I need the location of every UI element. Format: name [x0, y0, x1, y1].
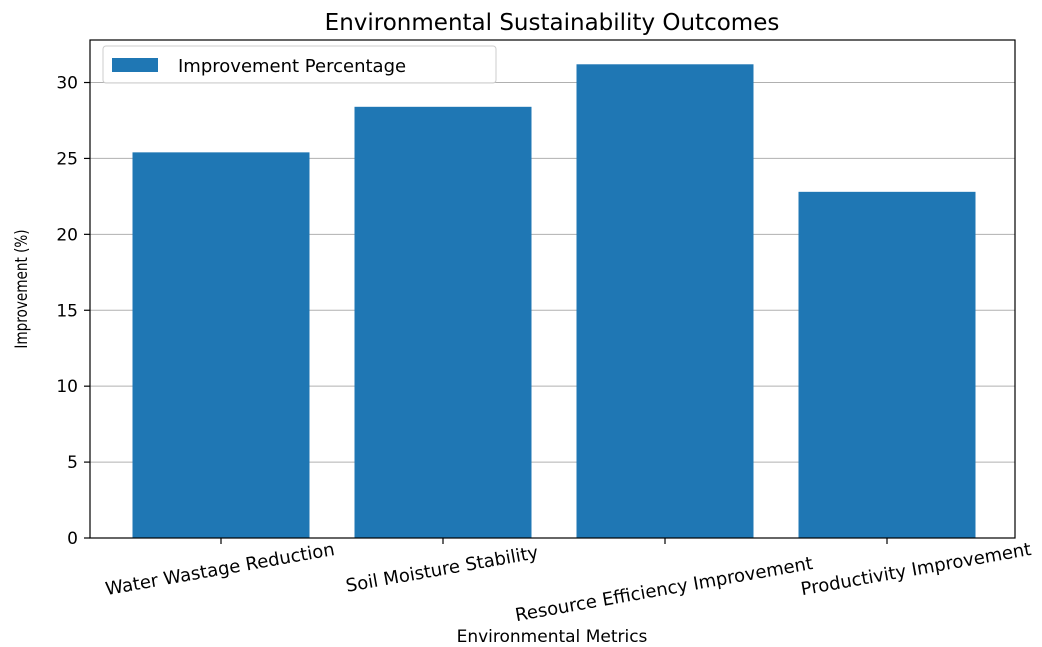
x-tick-label: Productivity Improvement [799, 539, 1033, 600]
y-tick-label: 15 [56, 301, 78, 321]
x-axis-label: Environmental Metrics [457, 627, 648, 647]
legend: Improvement Percentage [103, 46, 496, 83]
y-tick-label: 20 [56, 225, 78, 245]
bar [577, 64, 754, 538]
y-tick-label: 30 [56, 74, 78, 94]
bar [133, 152, 310, 538]
x-axis: Water Wastage Reduction Soil Moisture Sta… [104, 538, 1033, 626]
bar [355, 107, 532, 538]
x-tick-label: Soil Moisture Stability [344, 542, 540, 597]
y-tick-label: 0 [67, 529, 78, 549]
x-tick-label: Water Wastage Reduction [104, 539, 336, 600]
y-tick-label: 5 [67, 453, 78, 473]
x-tick-label: Resource Efficiency Improvement [514, 553, 815, 626]
y-axis-label: Improvement (%) [12, 229, 32, 348]
y-axis: 0 5 10 15 20 25 30 [56, 74, 90, 549]
y-tick-label: 25 [56, 149, 78, 169]
legend-swatch [112, 58, 158, 72]
y-tick-label: 10 [56, 377, 78, 397]
bars [133, 64, 976, 538]
bar [799, 192, 976, 538]
chart-title: Environmental Sustainability Outcomes [325, 10, 780, 36]
legend-label: Improvement Percentage [178, 56, 406, 77]
